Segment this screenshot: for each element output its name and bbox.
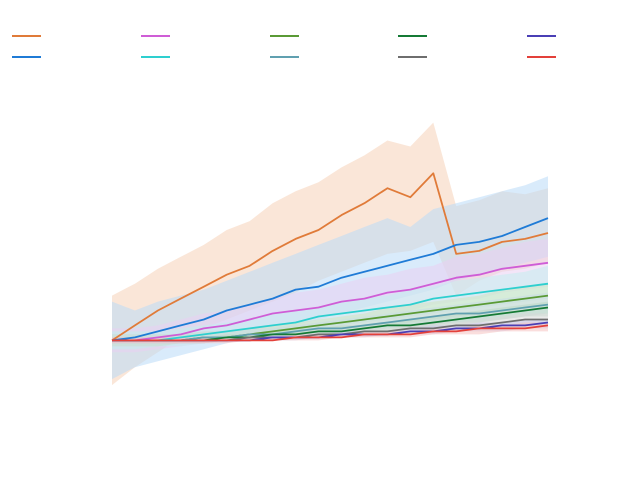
series-4-line [112,282,549,342]
series-9-band [112,319,548,344]
series-10-line [112,324,549,342]
series-4-band [112,265,548,350]
series-lines [111,172,549,342]
series-2-line [111,217,549,342]
confidence-bands [112,122,548,386]
legend [12,35,556,58]
series-1-line [111,172,549,342]
series-3-line [112,261,549,342]
